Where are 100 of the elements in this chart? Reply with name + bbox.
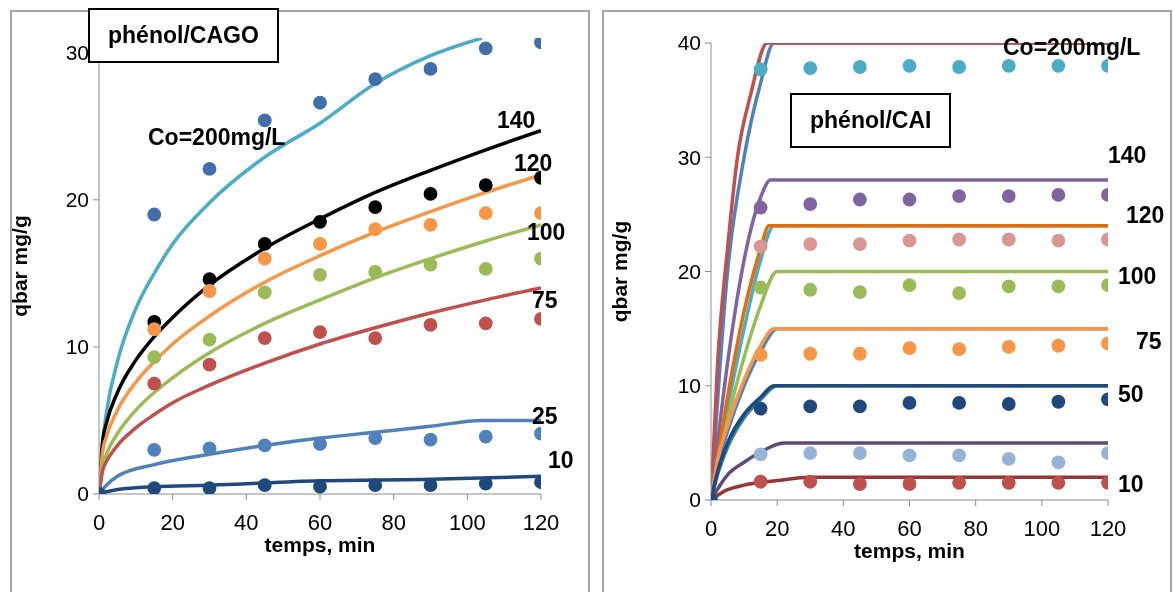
point <box>902 278 917 293</box>
point <box>1001 279 1016 294</box>
point <box>952 448 967 463</box>
text: 100 <box>1118 262 1157 289</box>
point <box>902 341 917 355</box>
point <box>1051 279 1066 294</box>
x-tick-label: 40 <box>831 515 856 541</box>
y-tick-label: 20 <box>65 188 89 212</box>
point <box>1001 340 1016 354</box>
point <box>902 477 917 491</box>
point <box>257 331 272 345</box>
point <box>1001 397 1016 411</box>
point <box>368 222 383 237</box>
point <box>423 478 438 493</box>
y-axis-title: qbar mg/g <box>608 220 632 323</box>
point <box>478 262 493 276</box>
y-tick-label: 10 <box>65 335 89 359</box>
point <box>1001 232 1016 247</box>
point <box>753 62 768 77</box>
point <box>423 432 438 447</box>
point <box>147 207 162 222</box>
point <box>147 481 162 494</box>
text: 10 <box>548 446 574 473</box>
point <box>368 72 383 87</box>
point <box>1051 475 1066 490</box>
point <box>753 348 768 362</box>
point <box>1051 188 1066 202</box>
point <box>803 61 818 76</box>
point <box>313 267 327 282</box>
point <box>753 447 768 462</box>
point <box>147 442 162 457</box>
x-tick-label: 0 <box>92 509 106 535</box>
point <box>952 60 967 74</box>
point <box>803 346 818 361</box>
point <box>902 233 917 248</box>
point <box>478 41 493 56</box>
point <box>952 395 967 410</box>
point <box>313 237 327 251</box>
y-tick-label: 20 <box>677 259 701 283</box>
x-tick-label: 100 <box>448 509 486 535</box>
point <box>952 189 967 203</box>
point <box>423 187 438 201</box>
point <box>423 61 438 76</box>
text: 120 <box>1126 201 1165 228</box>
text: 50 <box>1118 380 1144 407</box>
point <box>952 475 967 490</box>
point <box>368 264 383 279</box>
point <box>202 332 217 347</box>
x-tick-label: 20 <box>160 509 185 535</box>
point <box>478 429 493 444</box>
point <box>1051 455 1066 470</box>
y-tick-label: 0 <box>689 488 701 512</box>
point <box>313 214 327 229</box>
x-tick-label: 20 <box>764 515 790 541</box>
x-tick-label: 60 <box>307 509 333 535</box>
point <box>147 376 162 391</box>
point <box>1051 338 1066 353</box>
point <box>952 232 967 247</box>
text: 10 <box>1118 470 1144 497</box>
y-axis-title: qbar mg/g <box>8 215 32 317</box>
point <box>902 395 917 410</box>
point <box>147 350 162 365</box>
point <box>257 251 272 266</box>
x-tick-label: 80 <box>381 509 406 535</box>
point <box>257 438 272 453</box>
point <box>478 206 493 220</box>
point <box>803 446 818 461</box>
point <box>313 95 327 110</box>
point <box>1001 451 1016 466</box>
y-tick-label: 30 <box>677 145 701 169</box>
point <box>1051 394 1066 409</box>
point <box>803 237 818 251</box>
x-tick-label: 80 <box>963 515 988 541</box>
annotation: 120 <box>514 149 553 176</box>
point <box>902 192 917 207</box>
annotation: 75 <box>532 286 558 313</box>
annotation: Co=200mg/L <box>148 123 286 150</box>
point <box>952 286 967 301</box>
point <box>852 346 867 361</box>
point <box>852 237 867 251</box>
annotation: 140 <box>497 106 536 133</box>
y-tick-label: 10 <box>677 374 701 398</box>
point <box>257 113 272 128</box>
point <box>852 60 867 74</box>
point <box>257 478 272 493</box>
point <box>753 280 768 295</box>
point <box>902 58 917 73</box>
point <box>313 325 327 340</box>
annotation: 25 <box>532 402 558 429</box>
x-tick-label: 60 <box>897 515 922 541</box>
point <box>803 282 818 297</box>
point <box>147 322 162 337</box>
x-tick-label: 120 <box>1089 515 1127 541</box>
point <box>852 285 867 299</box>
point <box>202 441 217 456</box>
x-tick-label: 120 <box>522 509 560 535</box>
text: 75 <box>1136 327 1162 354</box>
point <box>803 197 818 211</box>
y-tick-label: 40 <box>677 31 701 55</box>
point <box>753 474 768 489</box>
